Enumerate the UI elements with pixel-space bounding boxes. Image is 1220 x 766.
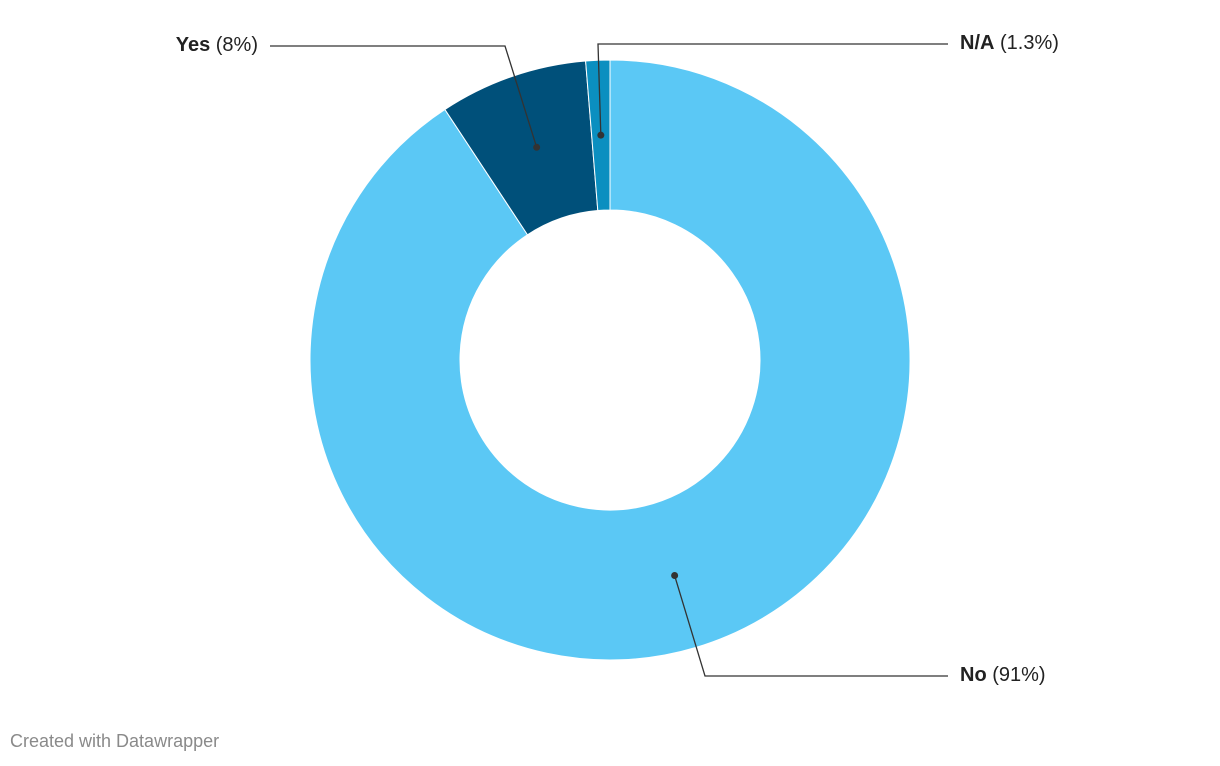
leader-line: [597, 43, 948, 136]
label-name: N/A: [960, 32, 994, 54]
slice-label: Yes (8%): [176, 34, 258, 56]
leader-line: [270, 45, 538, 148]
label-value: (8%): [216, 34, 258, 56]
label-value: (91%): [992, 664, 1045, 686]
label-name: No: [960, 664, 987, 686]
leader-dot: [671, 572, 679, 580]
label-value: (1.3%): [1000, 32, 1059, 54]
leader-dot: [533, 143, 541, 151]
credit: Created with Datawrapper: [10, 731, 219, 751]
leader-line: [673, 575, 948, 677]
slice-label: No (91%): [960, 664, 1046, 686]
slice: [309, 59, 911, 661]
label-name: Yes: [176, 34, 210, 56]
leader-dot: [597, 131, 605, 139]
slice-label: N/A (1.3%): [960, 32, 1059, 54]
